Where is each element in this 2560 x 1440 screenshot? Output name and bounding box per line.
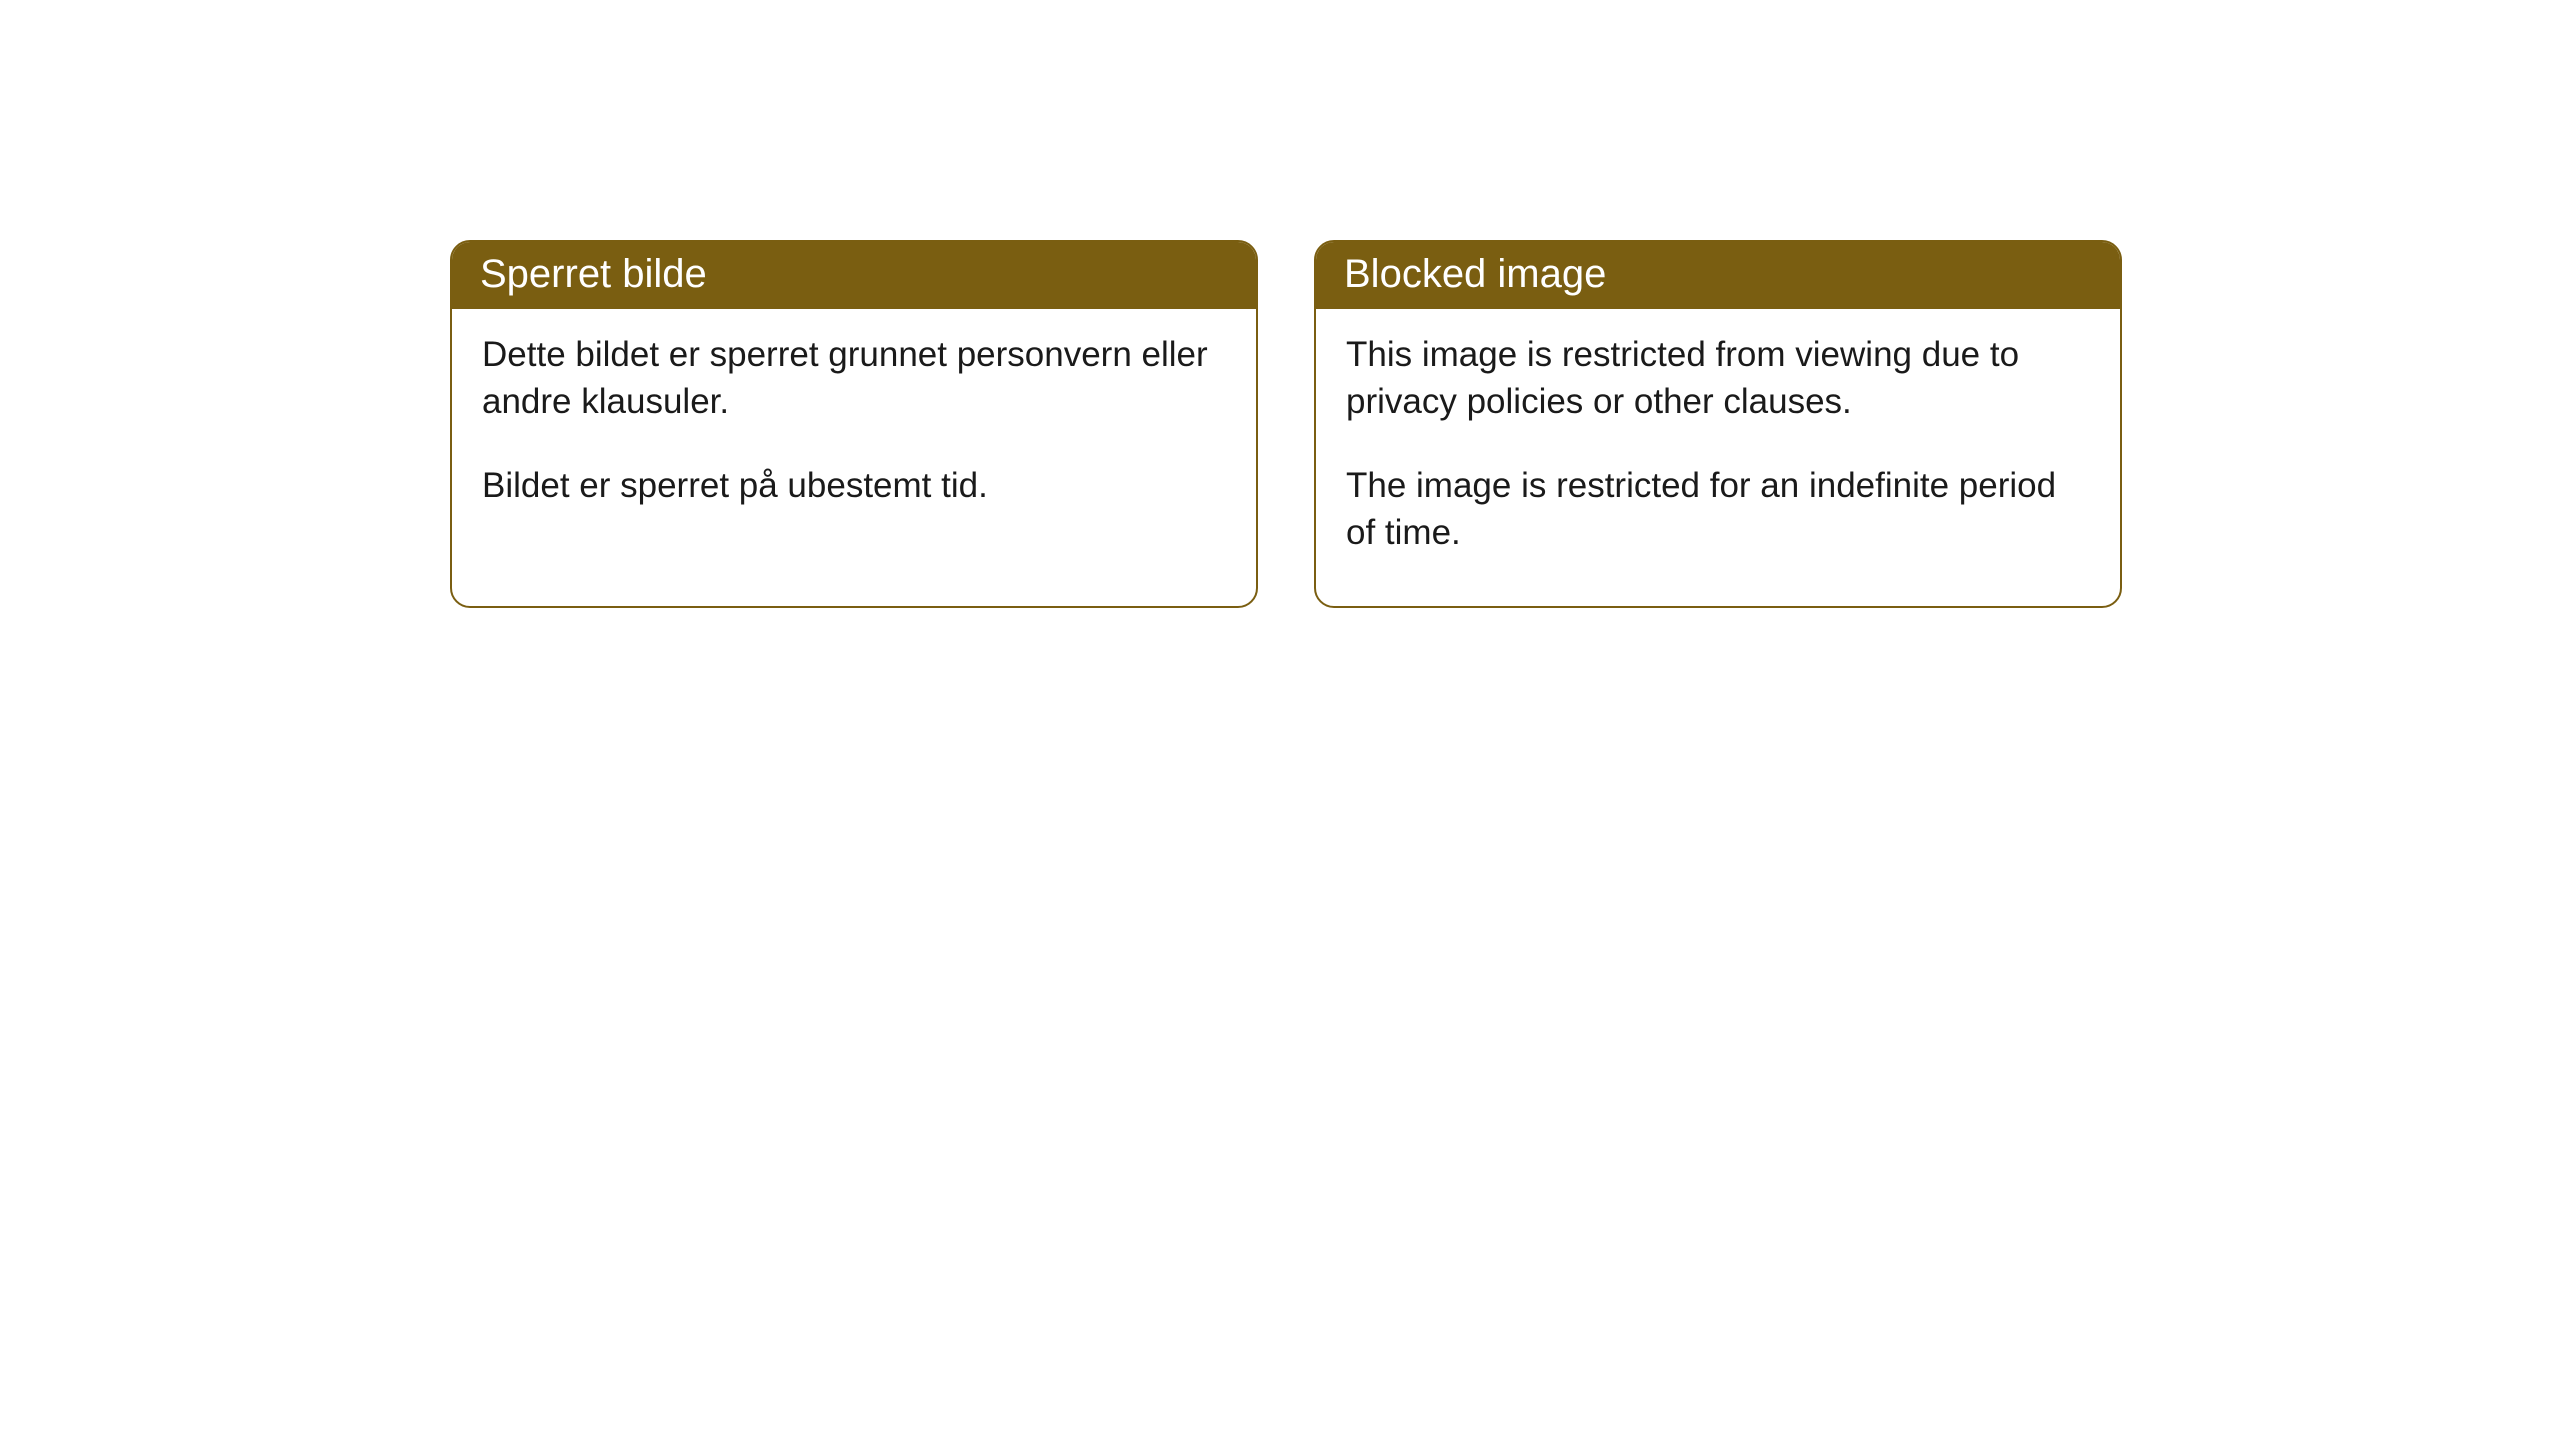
card-title: Sperret bilde (480, 252, 707, 296)
card-paragraph: Dette bildet er sperret grunnet personve… (482, 331, 1226, 426)
card-body: Dette bildet er sperret grunnet personve… (452, 309, 1256, 559)
card-title: Blocked image (1344, 252, 1606, 296)
card-header: Blocked image (1316, 242, 2120, 309)
notice-card-norwegian: Sperret bilde Dette bildet er sperret gr… (450, 240, 1258, 608)
card-paragraph: Bildet er sperret på ubestemt tid. (482, 462, 1226, 509)
notice-cards-container: Sperret bilde Dette bildet er sperret gr… (450, 240, 2122, 608)
notice-card-english: Blocked image This image is restricted f… (1314, 240, 2122, 608)
card-body: This image is restricted from viewing du… (1316, 309, 2120, 606)
card-paragraph: This image is restricted from viewing du… (1346, 331, 2090, 426)
card-header: Sperret bilde (452, 242, 1256, 309)
card-paragraph: The image is restricted for an indefinit… (1346, 462, 2090, 557)
